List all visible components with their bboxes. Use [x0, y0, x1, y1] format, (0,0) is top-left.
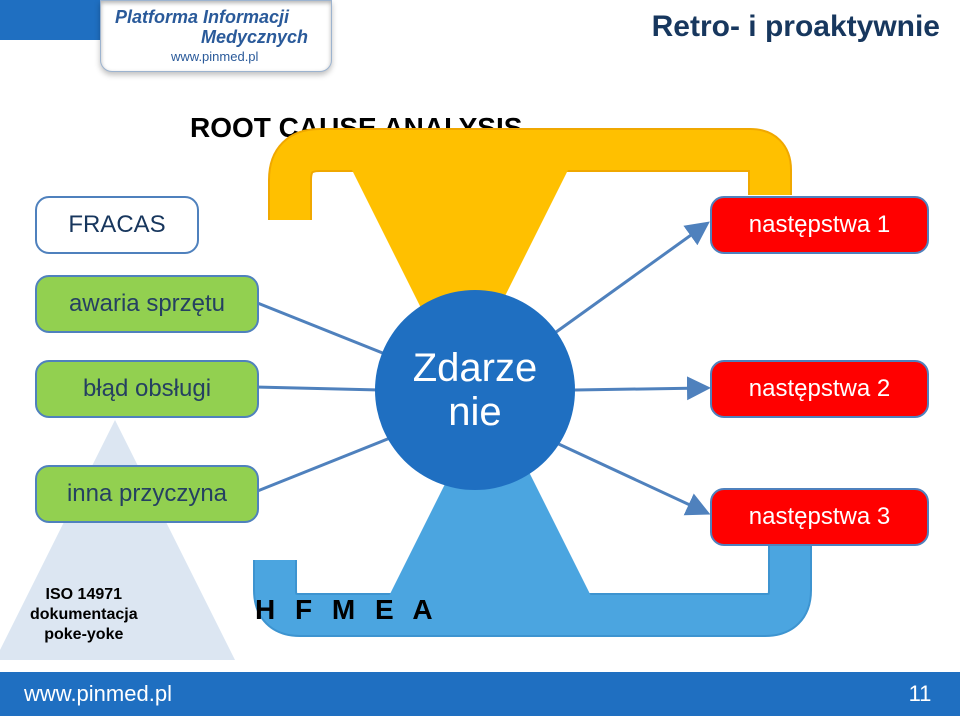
iso-line1: ISO 14971: [30, 585, 138, 605]
cause-label: błąd obsługi: [83, 375, 211, 403]
cause-box-1: awaria sprzętu: [35, 275, 259, 333]
fracas-box: FRACAS: [35, 196, 199, 254]
cause-label: awaria sprzętu: [69, 290, 225, 318]
cause-box-3: inna przyczyna: [35, 465, 259, 523]
iso-line2: dokumentacja: [30, 605, 138, 625]
fracas-label: FRACAS: [68, 211, 165, 239]
hfmea-label: H F M E A: [255, 594, 439, 626]
cons-box-3: następstwa 3: [710, 488, 929, 546]
iso-block: ISO 14971 dokumentacja poke-yoke: [30, 585, 138, 645]
cons-label: następstwa 2: [749, 375, 890, 403]
cons-label: następstwa 3: [749, 503, 890, 531]
cause-box-2: błąd obsługi: [35, 360, 259, 418]
cons-box-2: następstwa 2: [710, 360, 929, 418]
footer-page-number: 11: [880, 672, 960, 716]
cons-box-1: następstwa 1: [710, 196, 929, 254]
footer-url: www.pinmed.pl: [0, 672, 904, 716]
slide-stage: Platforma Informacji Medycznych www.pinm…: [0, 0, 960, 716]
iso-line3: poke-yoke: [30, 625, 138, 645]
cons-label: następstwa 1: [749, 211, 890, 239]
event-circle: Zdarze nie: [375, 290, 575, 490]
event-label-bottom: nie: [413, 390, 538, 434]
event-label-top: Zdarze: [413, 346, 538, 390]
cause-label: inna przyczyna: [67, 480, 227, 508]
